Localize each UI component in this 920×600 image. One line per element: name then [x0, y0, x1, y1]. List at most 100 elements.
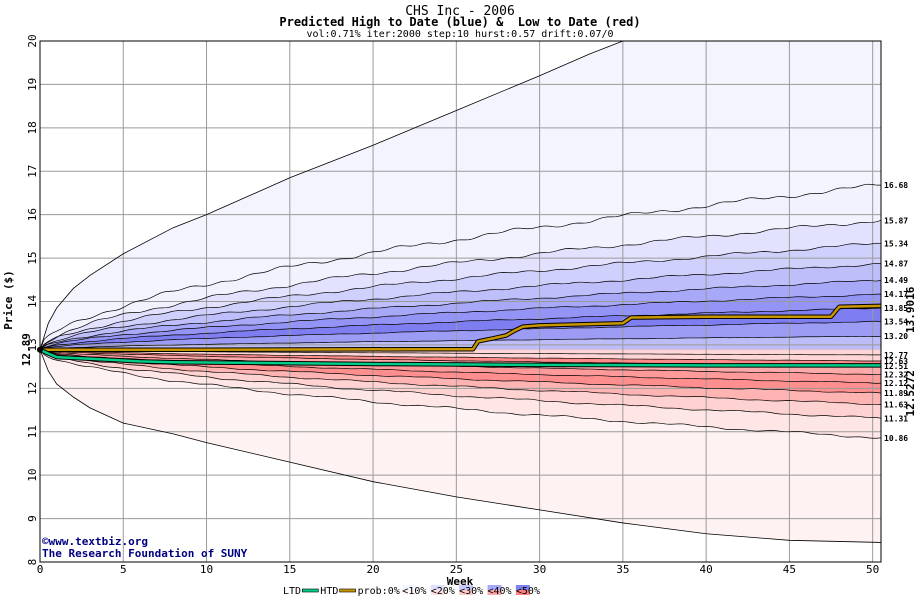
y-axis-title: Price ($) — [2, 270, 15, 330]
x-tick-45: 45 — [783, 563, 796, 576]
legend-label-band: <40% — [488, 586, 512, 597]
y-tick-15: 15 — [26, 251, 39, 264]
upper-curve-14.87 — [39, 263, 882, 350]
ltd-line — [39, 348, 881, 367]
legend-swatch-red — [515, 590, 530, 595]
legend-swatch-ltd — [301, 588, 319, 593]
y-tick-19: 19 — [26, 78, 39, 91]
credit-line1: www.textbiz.org — [49, 535, 148, 548]
legend-swatch-red — [459, 590, 474, 595]
legend-swatch-blue — [459, 585, 474, 590]
lower-curve-10.86 — [39, 349, 882, 439]
end-label-13.85: 13.85 — [884, 304, 908, 313]
legend-swatch-blue — [402, 585, 417, 590]
x-tick-30: 30 — [533, 563, 546, 576]
start-price-label: 12.89 — [20, 333, 33, 366]
band-boundaries — [39, 40, 882, 543]
upper-band-13.20 — [40, 336, 881, 350]
upper-curve-14.49 — [39, 279, 882, 350]
x-tick-25: 25 — [450, 563, 463, 576]
y-tick-10: 10 — [26, 469, 39, 482]
upper-curve-13.54 — [39, 320, 882, 351]
lower-curve-11.31 — [39, 349, 882, 419]
legend-swatch-red — [402, 590, 417, 595]
x-tick-10: 10 — [200, 563, 213, 576]
end-label-12.12: 12.12 — [884, 379, 908, 388]
end-label-15.34: 15.34 — [884, 239, 908, 248]
end-label-12.51: 12.51 — [884, 362, 908, 371]
credit-url[interactable]: ©www.textbiz.org — [42, 535, 148, 548]
lower-envelope-line — [39, 349, 882, 543]
y-tick-17: 17 — [26, 165, 39, 178]
y-tick-20: 20 — [26, 34, 39, 47]
legend-label-band: <30% — [459, 586, 483, 597]
legend-label-ltd: LTD — [283, 586, 301, 597]
upper-curve-15.34 — [39, 242, 882, 350]
end-label-11.63: 11.63 — [884, 400, 908, 409]
chart-subtitle: Predicted High to Date (blue) & Low to D… — [279, 15, 640, 29]
htd-line — [40, 304, 882, 351]
right-labels: 16.68 15.87 15.34 14.87 14.49 14.17 13.85 13.54… — [884, 181, 917, 443]
end-label-14.49: 14.49 — [884, 276, 908, 285]
y-tick-labels: 8 9 10 11 12 13 14 15 16 17 18 19 20 — [26, 34, 39, 565]
y-tick-14: 14 — [26, 295, 39, 309]
x-tick-35: 35 — [616, 563, 629, 576]
end-label-13.20: 13.20 — [884, 332, 908, 341]
x-tick-5: 5 — [120, 563, 127, 576]
legend-label-band: <10% — [402, 586, 426, 597]
simulation-params: vol:0.71% iter:2000 step:10 hurst:0.57 d… — [306, 29, 613, 40]
htd-end-label: 13.9016 — [904, 286, 917, 333]
legend-swatch-blue — [430, 585, 445, 590]
y-tick-16: 16 — [26, 208, 39, 221]
x-tick-15: 15 — [283, 563, 296, 576]
y-tick-9: 9 — [26, 515, 39, 522]
upper-curve-14.17 — [39, 293, 882, 351]
end-label-15.87: 15.87 — [884, 216, 908, 225]
legend-label-band: <20% — [431, 586, 455, 597]
upper-envelope-line — [39, 40, 881, 350]
legend: LTD HTD prob:0% <10% <20% <30% <40% <50% — [283, 585, 540, 597]
end-label-11.31: 11.31 — [884, 414, 908, 423]
end-label-16.68: 16.68 — [884, 181, 908, 190]
upper-curve-15.87 — [39, 219, 882, 350]
credit-line2: The Research Foundation of SUNY — [42, 547, 248, 560]
end-label-12.63: 12.63 — [884, 357, 908, 366]
legend-label-band: <50% — [516, 586, 540, 597]
end-label-12.32: 12.32 — [884, 370, 908, 379]
y-tick-13: 13 — [26, 338, 39, 351]
end-label-13.54: 13.54 — [884, 317, 908, 326]
y-tick-8: 8 — [26, 559, 39, 566]
lower-curve-12.63 — [39, 349, 882, 362]
x-tick-20: 20 — [366, 563, 379, 576]
legend-label-prob: prob:0% — [358, 586, 400, 597]
y-tick-12: 12 — [26, 382, 39, 395]
x-axis-title: Week — [447, 575, 474, 588]
copyright-symbol: © — [42, 535, 49, 548]
y-tick-18: 18 — [26, 121, 39, 134]
upper-curve-13.85 — [39, 307, 882, 351]
ltd-end-label: 12.5272 — [904, 370, 917, 416]
lower-band-12.63 — [40, 349, 881, 362]
upper-curve-13.20 — [39, 335, 882, 351]
legend-swatch-htd — [339, 588, 356, 593]
plot-border — [39, 40, 882, 563]
x-tick-0: 0 — [37, 563, 44, 576]
x-tick-40: 40 — [700, 563, 713, 576]
lower-curve-11.63 — [39, 349, 882, 405]
chart-title: CHS Inc - 2006 — [405, 4, 515, 19]
legend-swatch-red — [430, 590, 445, 595]
end-label-14.87: 14.87 — [884, 260, 908, 269]
legend-swatch-blue — [515, 585, 530, 590]
legend-swatch-blue — [487, 585, 502, 590]
end-label-10.86: 10.86 — [884, 434, 908, 443]
legend-swatch-red — [487, 590, 502, 595]
legend-label-htd: HTD — [320, 586, 338, 597]
plot-area: 0 5 10 15 20 25 30 35 40 45 50 8 9 10 11 12 13 14 15 16 17 18… — [20, 34, 917, 576]
upper-curve-16.68 — [39, 183, 882, 350]
lower-curve-11.89 — [39, 349, 882, 394]
end-label-11.89: 11.89 — [884, 389, 908, 398]
y-tick-11: 11 — [26, 425, 39, 438]
x-tick-50: 50 — [866, 563, 879, 576]
credit-block: ©www.textbiz.org The Research Foundation… — [42, 535, 248, 560]
